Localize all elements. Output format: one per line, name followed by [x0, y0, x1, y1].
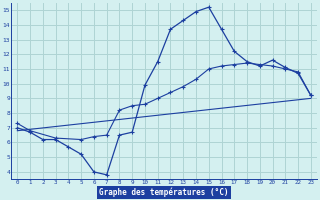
X-axis label: Graphe des températures (°C): Graphe des températures (°C)	[99, 188, 229, 197]
